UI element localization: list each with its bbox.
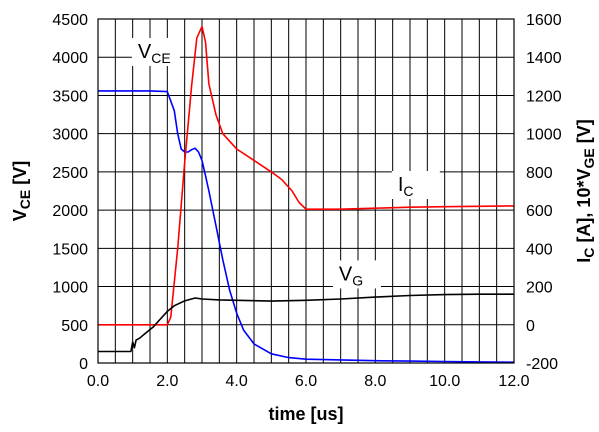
y-right-tick-label: 0 — [526, 318, 535, 335]
y-right-tick-label: -200 — [526, 356, 558, 373]
series-line-vg — [98, 293, 514, 353]
y-left-tick-label: 3500 — [52, 88, 88, 105]
annotation-bg-vce — [131, 37, 180, 66]
x-tick-label: 0.0 — [87, 373, 109, 390]
plot-frame — [97, 18, 515, 364]
x-tick-label: 12.0 — [498, 373, 529, 390]
annotation-bg-ic — [391, 171, 440, 199]
x-tick-label: 2.0 — [156, 373, 178, 390]
y-left-tick-label: 3000 — [52, 127, 88, 144]
y-right-axis-title-s1: C — [581, 248, 597, 258]
annotation-ic: IC — [398, 174, 414, 199]
y-left-axis-title-unit: [V] — [10, 161, 30, 190]
x-tick-label: 6.0 — [295, 373, 317, 390]
series-layer — [98, 25, 515, 363]
y-right-tick-label: 400 — [526, 241, 553, 258]
tick-labels: 0.0 2.0 4.0 6.0 8.0 10.0 12.005001000150020002… — [52, 12, 561, 390]
y-left-tick-label: 4500 — [52, 12, 88, 29]
y-left-tick-label: 2000 — [52, 203, 88, 220]
y-right-axis-title-s2: GE — [581, 148, 597, 168]
x-tick-label: 4.0 — [226, 373, 248, 390]
y-left-tick-label: 4000 — [52, 50, 88, 67]
annotation-vce: VCE — [138, 41, 171, 66]
y-right-axis-title-p2: [A], 10*V — [574, 169, 594, 248]
annotations: VCE IC VG — [131, 37, 440, 289]
y-right-tick-label: 800 — [526, 165, 553, 182]
y-right-tick-label: 200 — [526, 280, 553, 297]
grid — [98, 19, 514, 363]
y-right-tick-label: 1200 — [526, 88, 562, 105]
y-right-axis-title: IC [A], 10*VGE [V] — [574, 119, 597, 262]
y-right-axis-title-p1: I — [574, 258, 594, 263]
x-tick-label: 10.0 — [429, 373, 460, 390]
y-left-tick-label: 1500 — [52, 241, 88, 258]
series-line-ic — [98, 25, 515, 326]
annotation-vg: VG — [339, 263, 363, 288]
y-left-tick-label: 500 — [61, 318, 88, 335]
y-left-tick-label: 2500 — [52, 165, 88, 182]
y-right-axis-title-p3: [V] — [574, 119, 594, 148]
series-line-vce — [98, 90, 515, 363]
y-left-axis-title-main: V — [10, 209, 30, 221]
y-right-tick-label: 1000 — [526, 127, 562, 144]
y-right-tick-label: 1400 — [526, 50, 562, 67]
annotation-bg-vg — [332, 260, 381, 289]
y-right-tick-label: 600 — [526, 203, 553, 220]
y-left-axis-title-sub: CE — [17, 190, 33, 209]
y-left-tick-label: 1000 — [52, 280, 88, 297]
x-axis-title: time [us] — [268, 404, 343, 424]
y-left-tick-label: 0 — [79, 356, 88, 373]
y-right-tick-label: 1600 — [526, 12, 562, 29]
y-left-axis-title: VCE [V] — [10, 161, 33, 221]
x-tick-label: 8.0 — [364, 373, 386, 390]
